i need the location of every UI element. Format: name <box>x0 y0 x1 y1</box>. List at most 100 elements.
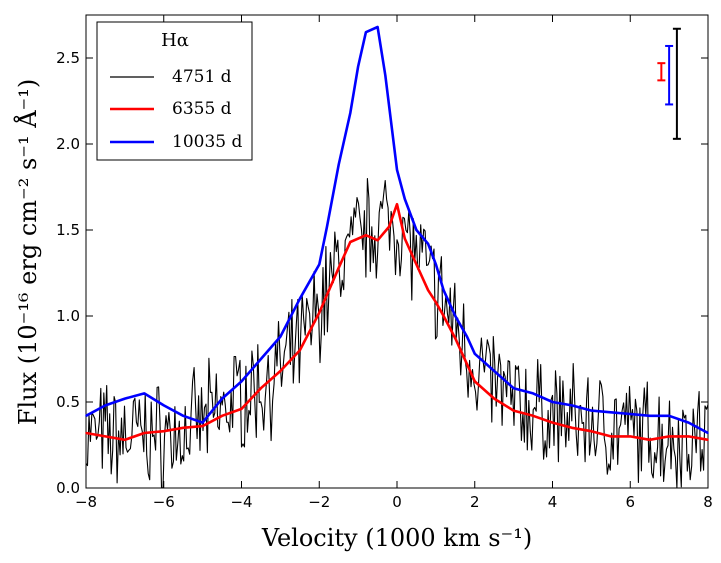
data-point-6355d <box>124 439 126 441</box>
x-tick-label: −4 <box>230 493 252 511</box>
x-tick-label: −6 <box>153 493 175 511</box>
data-point-10035d <box>124 397 126 400</box>
axis-ticks: −8 −6 −4 −2 0 2 4 6 8 0.0 0.5 1.0 1.5 2.0 2.5 <box>56 15 713 511</box>
y-tick-label: 1.5 <box>56 221 80 239</box>
x-tick-label: 4 <box>548 493 558 511</box>
data-point-10035d <box>221 397 223 400</box>
data-point-10035d <box>201 421 204 424</box>
y-tick-label: 0.0 <box>56 479 80 497</box>
data-point-10035d <box>365 31 367 33</box>
data-point-6355d <box>365 234 367 236</box>
series-4751d <box>85 177 709 489</box>
data-point-6355d <box>85 432 87 434</box>
error-bar-6355d <box>657 62 666 82</box>
data-point-6355d <box>454 337 457 340</box>
data-point-10035d <box>571 404 573 407</box>
data-point-6355d <box>162 430 165 433</box>
x-axis-label: Velocity (1000 km s⁻¹) <box>261 524 532 552</box>
data-point-10035d <box>668 414 670 417</box>
data-point-10035d <box>442 289 445 292</box>
data-point-10035d <box>182 414 184 417</box>
x-tick-label: 8 <box>703 493 713 511</box>
legend-label-10035d: 10035 d <box>172 132 242 152</box>
data-point-6355d <box>201 425 204 427</box>
data-point-6355d <box>299 349 301 352</box>
data-point-6355d <box>532 414 534 417</box>
data-point-10035d <box>240 380 243 383</box>
legend-box <box>96 21 253 161</box>
series-6355d <box>85 202 709 442</box>
data-point-6355d <box>512 409 515 412</box>
y-tick-label: 2.0 <box>56 135 80 153</box>
data-point-10035d <box>279 335 282 338</box>
data-point-10035d <box>326 225 328 228</box>
y-tick-label: 1.0 <box>56 307 80 325</box>
data-point-10035d <box>143 392 146 395</box>
data-point-10035d <box>687 421 690 424</box>
data-point-10035d <box>357 65 359 68</box>
data-point-10035d <box>610 411 612 414</box>
data-point-10035d <box>590 409 593 412</box>
legend: Hα 4751 d 6355 d 10035 d <box>96 21 253 161</box>
data-point-10035d <box>384 74 387 76</box>
data-point-6355d <box>376 239 379 242</box>
x-tick-label: 2 <box>470 493 480 511</box>
data-point-10035d <box>318 263 321 266</box>
data-point-10035d <box>551 401 554 403</box>
data-point-6355d <box>240 408 243 410</box>
data-point-6355d <box>349 241 352 243</box>
data-point-6355d <box>337 267 340 269</box>
series-10035d <box>85 25 709 435</box>
data-point-10035d <box>299 298 301 300</box>
data-point-6355d <box>629 435 632 438</box>
data-point-10035d <box>435 263 437 266</box>
data-point-6355d <box>403 237 406 240</box>
data-point-10035d <box>427 242 429 245</box>
data-point-6355d <box>143 432 146 434</box>
data-point-10035d <box>396 169 398 171</box>
data-point-6355d <box>551 421 554 424</box>
error-bars <box>657 27 681 140</box>
data-point-6355d <box>707 439 709 441</box>
data-point-6355d <box>415 263 418 266</box>
data-point-10035d <box>629 413 632 415</box>
legend-title: Hα <box>161 30 189 51</box>
x-tick-label: −8 <box>75 493 97 511</box>
data-point-6355d <box>648 439 651 441</box>
data-point-10035d <box>707 432 709 434</box>
data-point-10035d <box>349 112 352 114</box>
x-tick-label: 6 <box>625 493 635 511</box>
data-point-6355d <box>435 301 437 304</box>
data-point-10035d <box>473 353 476 355</box>
data-point-10035d <box>104 404 107 407</box>
data-point-6355d <box>427 289 429 292</box>
error-bar-10035d <box>665 44 674 106</box>
series-layer <box>85 25 709 489</box>
data-point-6355d <box>473 380 476 383</box>
error-bar-4751d <box>672 27 681 140</box>
x-tick-label: 0 <box>392 493 402 511</box>
data-point-6355d <box>668 435 670 438</box>
data-point-6355d <box>466 363 468 365</box>
data-point-6355d <box>610 435 612 438</box>
data-point-10035d <box>403 198 406 200</box>
series-line-4751d <box>85 177 709 489</box>
data-point-6355d <box>221 414 223 417</box>
data-point-10035d <box>454 315 457 317</box>
data-point-6355d <box>318 311 321 314</box>
data-point-6355d <box>590 430 593 433</box>
data-point-6355d <box>396 203 398 205</box>
y-tick-label: 0.5 <box>56 393 80 411</box>
data-point-10035d <box>337 163 340 166</box>
data-point-10035d <box>260 358 262 360</box>
x-tick-label: −2 <box>308 493 330 511</box>
data-point-6355d <box>279 370 282 372</box>
data-point-6355d <box>687 435 690 438</box>
data-point-6355d <box>182 427 184 429</box>
y-tick-label: 2.5 <box>56 49 80 67</box>
legend-label-4751d: 4751 d <box>172 67 232 87</box>
data-point-6355d <box>388 225 391 228</box>
legend-label-6355d: 6355 d <box>172 99 232 119</box>
data-point-10035d <box>415 229 418 231</box>
